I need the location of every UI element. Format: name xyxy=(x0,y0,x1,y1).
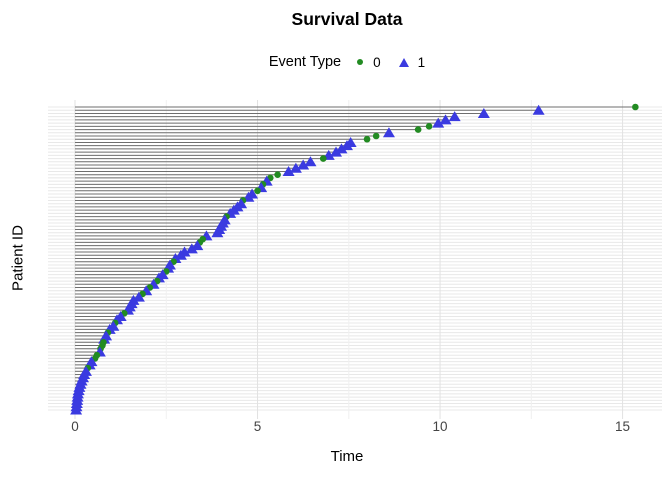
event-marker-circle xyxy=(425,123,433,130)
circle-marker-icon xyxy=(357,59,364,65)
event-marker-circle xyxy=(632,103,639,111)
event-marker-triangle xyxy=(448,111,461,122)
legend-item-event-1: 1 xyxy=(398,54,426,70)
legend: Event Type 0 1 xyxy=(22,54,672,70)
x-tick-label: 5 xyxy=(254,419,262,434)
x-tick-label: 10 xyxy=(433,419,448,434)
event-marker-triangle xyxy=(282,165,295,176)
chart-title: Survival Data xyxy=(291,9,403,29)
x-axis-title: Time xyxy=(330,448,364,465)
event-marker-circle xyxy=(254,187,261,195)
event-marker-circle xyxy=(363,135,371,143)
event-marker-triangle xyxy=(382,127,395,138)
x-tick-label: 0 xyxy=(71,419,79,434)
event-marker-triangle xyxy=(185,243,198,254)
legend-label-0: 0 xyxy=(373,54,381,70)
legend-item-event-0: 0 xyxy=(357,55,381,70)
event-marker-triangle xyxy=(304,156,317,167)
event-marker-triangle xyxy=(330,146,343,157)
plot-area: 0 5 10 15 xyxy=(48,100,662,434)
x-tick-label: 15 xyxy=(615,419,630,434)
y-axis-title: Patient ID xyxy=(9,225,27,291)
event-marker-triangle xyxy=(477,107,490,118)
event-marker-triangle xyxy=(532,104,545,115)
event-marker-triangle xyxy=(289,162,302,173)
event-marker-triangle xyxy=(439,114,452,125)
legend-label-1: 1 xyxy=(417,54,426,70)
event-marker-triangle xyxy=(70,404,83,415)
event-marker-circle xyxy=(274,171,281,178)
event-marker-circle xyxy=(372,132,380,140)
event-marker-triangle xyxy=(432,117,445,128)
triangle-marker-icon xyxy=(398,57,409,67)
event-marker-triangle xyxy=(211,227,224,238)
event-marker-triangle xyxy=(297,159,310,170)
legend-title: Event Type xyxy=(268,54,342,70)
event-marker-circle xyxy=(319,155,327,162)
event-marker-circle xyxy=(414,126,422,133)
